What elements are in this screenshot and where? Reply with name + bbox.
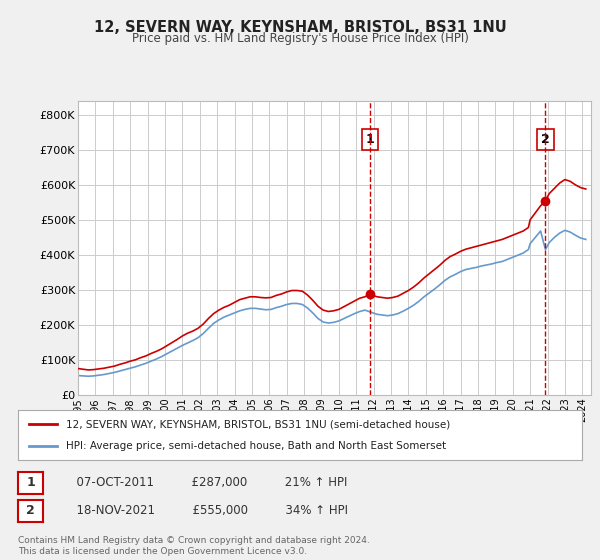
Text: 12, SEVERN WAY, KEYNSHAM, BRISTOL, BS31 1NU (semi-detached house): 12, SEVERN WAY, KEYNSHAM, BRISTOL, BS31 … xyxy=(66,419,450,429)
Text: 18-NOV-2021          £555,000          34% ↑ HPI: 18-NOV-2021 £555,000 34% ↑ HPI xyxy=(69,504,348,517)
Text: Price paid vs. HM Land Registry's House Price Index (HPI): Price paid vs. HM Land Registry's House … xyxy=(131,32,469,45)
Text: 07-OCT-2011          £287,000          21% ↑ HPI: 07-OCT-2011 £287,000 21% ↑ HPI xyxy=(69,476,347,489)
Text: HPI: Average price, semi-detached house, Bath and North East Somerset: HPI: Average price, semi-detached house,… xyxy=(66,441,446,451)
Text: 2: 2 xyxy=(26,504,35,517)
Text: Contains HM Land Registry data © Crown copyright and database right 2024.
This d: Contains HM Land Registry data © Crown c… xyxy=(18,536,370,556)
Text: 12, SEVERN WAY, KEYNSHAM, BRISTOL, BS31 1NU: 12, SEVERN WAY, KEYNSHAM, BRISTOL, BS31 … xyxy=(94,20,506,35)
Text: 2: 2 xyxy=(541,133,550,146)
Text: 1: 1 xyxy=(365,133,374,146)
Text: 1: 1 xyxy=(26,476,35,489)
